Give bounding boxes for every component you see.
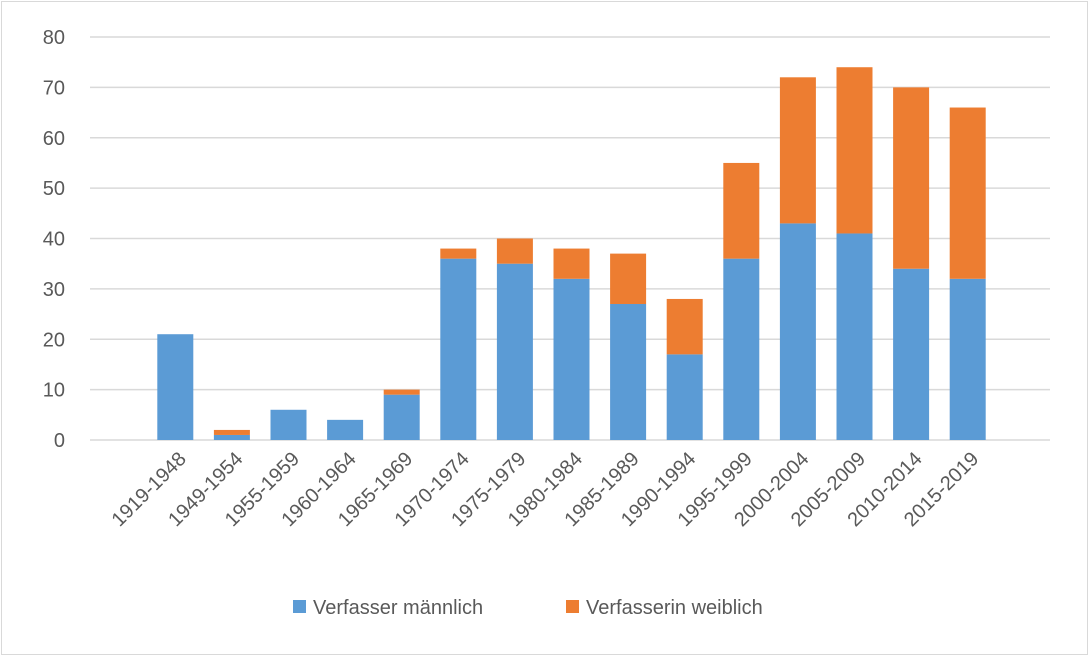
bars <box>157 67 986 440</box>
x-axis-ticks: 1919-19481949-19541955-19591960-19641965… <box>108 448 984 531</box>
bar-male <box>666 354 703 440</box>
bar-female <box>779 77 816 224</box>
y-tick-label: 0 <box>54 430 65 452</box>
bar-female <box>553 248 590 279</box>
bar-male <box>213 434 250 440</box>
y-tick-label: 10 <box>43 380 65 402</box>
bar-male <box>383 394 420 440</box>
legend-swatch <box>293 600 306 613</box>
y-tick-label: 70 <box>43 77 65 99</box>
bar-female <box>496 238 533 264</box>
bar-female <box>893 87 930 269</box>
legend: Verfasser männlich Verfasserin weiblich <box>293 597 763 619</box>
bar-female <box>610 253 647 304</box>
y-tick-label: 30 <box>43 279 65 301</box>
bar-male <box>553 278 590 440</box>
bar-male <box>779 223 816 440</box>
bar-female <box>383 389 420 395</box>
y-tick-label: 80 <box>43 27 65 49</box>
bar-male <box>836 233 873 440</box>
bar-female <box>440 248 477 259</box>
y-axis-ticks: 0 10 20 30 40 50 60 70 80 <box>43 27 65 452</box>
y-tick-label: 60 <box>43 128 65 150</box>
bar-male <box>949 278 986 440</box>
bar-female <box>836 67 873 234</box>
gridlines <box>90 36 1050 441</box>
y-tick-label: 40 <box>43 229 65 251</box>
y-tick-label: 20 <box>43 329 65 351</box>
bar-female <box>666 298 703 355</box>
bar-female <box>723 162 760 259</box>
y-tick-label: 50 <box>43 178 65 200</box>
bar-male <box>440 258 477 440</box>
bar-female <box>949 107 986 279</box>
legend-swatch <box>566 600 579 613</box>
bar-female <box>213 429 250 435</box>
legend-label: Verfasserin weiblich <box>586 597 763 619</box>
bar-male <box>270 409 307 440</box>
bar-male <box>893 268 930 440</box>
bar-male <box>157 334 194 440</box>
legend-label: Verfasser männlich <box>313 597 483 619</box>
bar-male <box>496 263 533 440</box>
bar-male <box>327 419 364 440</box>
bar-male <box>723 258 760 440</box>
bar-male <box>610 303 647 440</box>
